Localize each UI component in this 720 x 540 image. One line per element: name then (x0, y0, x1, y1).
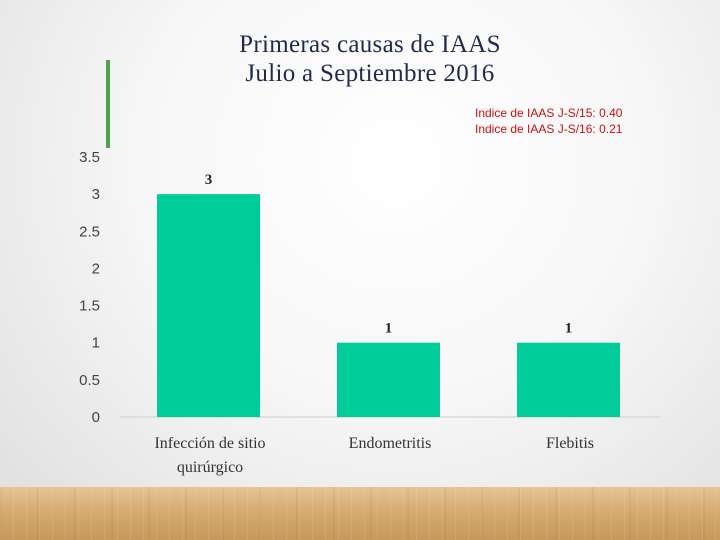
data-label: 1 (565, 321, 573, 337)
wood-floor-decoration (0, 487, 720, 540)
index-note-2015: Indice de IAAS J-S/15: 0.40 (475, 106, 623, 120)
y-tick-label: 1.5 (79, 298, 100, 315)
title-line-1: Primeras causas de IAAS (239, 31, 501, 58)
category-label: Flebitis (546, 435, 594, 452)
y-tick-label: 2.5 (79, 223, 100, 240)
slide-title: Primeras causas de IAAS Julio a Septiemb… (170, 30, 570, 88)
data-label: 3 (205, 172, 213, 188)
bar (517, 342, 620, 417)
y-tick-label: 2 (92, 260, 100, 277)
y-tick-label: 3 (92, 186, 100, 203)
y-tick-label: 0 (92, 409, 100, 426)
title-line-2: Julio a Septiembre 2016 (245, 60, 495, 87)
y-tick-label: 3.5 (79, 149, 100, 166)
y-tick-label: 0.5 (79, 372, 100, 389)
category-label: Infección de sitio (154, 435, 265, 452)
bar (337, 342, 440, 417)
category-label: Endometritis (349, 435, 432, 452)
bar (157, 194, 260, 417)
accent-bar (106, 60, 110, 148)
data-label: 1 (385, 321, 393, 337)
y-tick-label: 1 (92, 335, 100, 352)
index-note-2016: Indice de IAAS J-S/16: 0.21 (475, 122, 623, 136)
category-label: quirúrgico (177, 459, 243, 476)
index-notes: Indice de IAAS J-S/15: 0.40 Indice de IA… (475, 105, 622, 137)
